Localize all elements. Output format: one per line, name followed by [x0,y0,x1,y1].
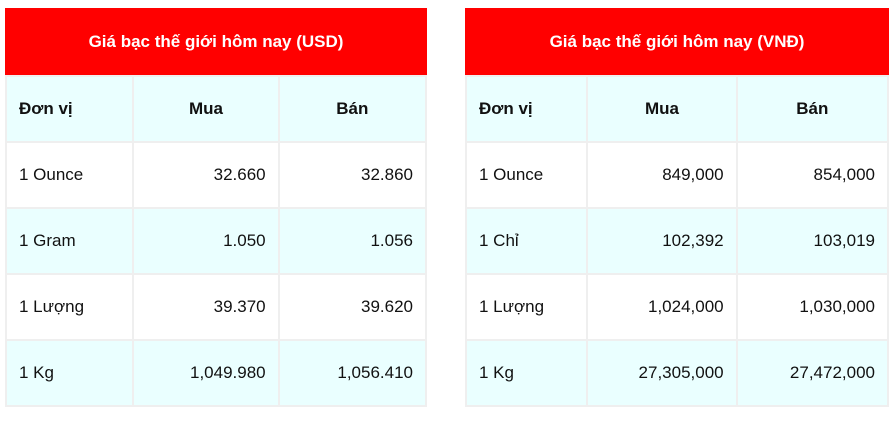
buy-price-cell: 1,049.980 [132,339,280,407]
table-row: 1 Lượng 39.370 39.620 [4,273,428,341]
column-header-buy: Mua [586,75,738,143]
unit-cell: 1 Lượng [4,273,135,341]
silver-price-usd-table: Giá bạc thế giới hôm nay (USD) Đơn vị Mu… [4,8,428,407]
table-row: 1 Kg 1,049.980 1,056.410 [4,339,428,407]
unit-cell: 1 Ounce [464,141,589,209]
table-row: 1 Gram 1.050 1.056 [4,207,428,275]
sell-price-cell: 1.056 [277,207,428,275]
column-header-sell: Bán [277,75,428,143]
table-row: 1 Ounce 32.660 32.860 [4,141,428,209]
buy-price-cell: 849,000 [586,141,738,209]
buy-price-cell: 39.370 [132,273,280,341]
silver-price-vnd-table: Giá bạc thế giới hôm nay (VNĐ) Đơn vị Mu… [464,8,890,407]
unit-cell: 1 Kg [464,339,589,407]
unit-cell: 1 Ounce [4,141,135,209]
unit-cell: 1 Gram [4,207,135,275]
unit-cell: 1 Lượng [464,273,589,341]
table-row: 1 Ounce 849,000 854,000 [464,141,890,209]
column-header-unit: Đơn vị [4,75,135,143]
buy-price-cell: 27,305,000 [586,339,738,407]
buy-price-cell: 102,392 [586,207,738,275]
unit-cell: 1 Chỉ [464,207,589,275]
header-row: Đơn vị Mua Bán [464,75,890,143]
sell-price-cell: 27,472,000 [735,339,890,407]
column-header-buy: Mua [132,75,280,143]
sell-price-cell: 854,000 [735,141,890,209]
column-header-unit: Đơn vị [464,75,589,143]
table-row: 1 Kg 27,305,000 27,472,000 [464,339,890,407]
header-row: Đơn vị Mua Bán [4,75,428,143]
sell-price-cell: 103,019 [735,207,890,275]
sell-price-cell: 39.620 [277,273,428,341]
column-header-sell: Bán [735,75,890,143]
sell-price-cell: 1,056.410 [277,339,428,407]
buy-price-cell: 1,024,000 [586,273,738,341]
table-row: 1 Lượng 1,024,000 1,030,000 [464,273,890,341]
buy-price-cell: 1.050 [132,207,280,275]
table-row: 1 Chỉ 102,392 103,019 [464,207,890,275]
buy-price-cell: 32.660 [132,141,280,209]
unit-cell: 1 Kg [4,339,135,407]
table-title: Giá bạc thế giới hôm nay (USD) [5,8,427,75]
sell-price-cell: 32.860 [277,141,428,209]
sell-price-cell: 1,030,000 [735,273,890,341]
table-title: Giá bạc thế giới hôm nay (VNĐ) [465,8,889,75]
